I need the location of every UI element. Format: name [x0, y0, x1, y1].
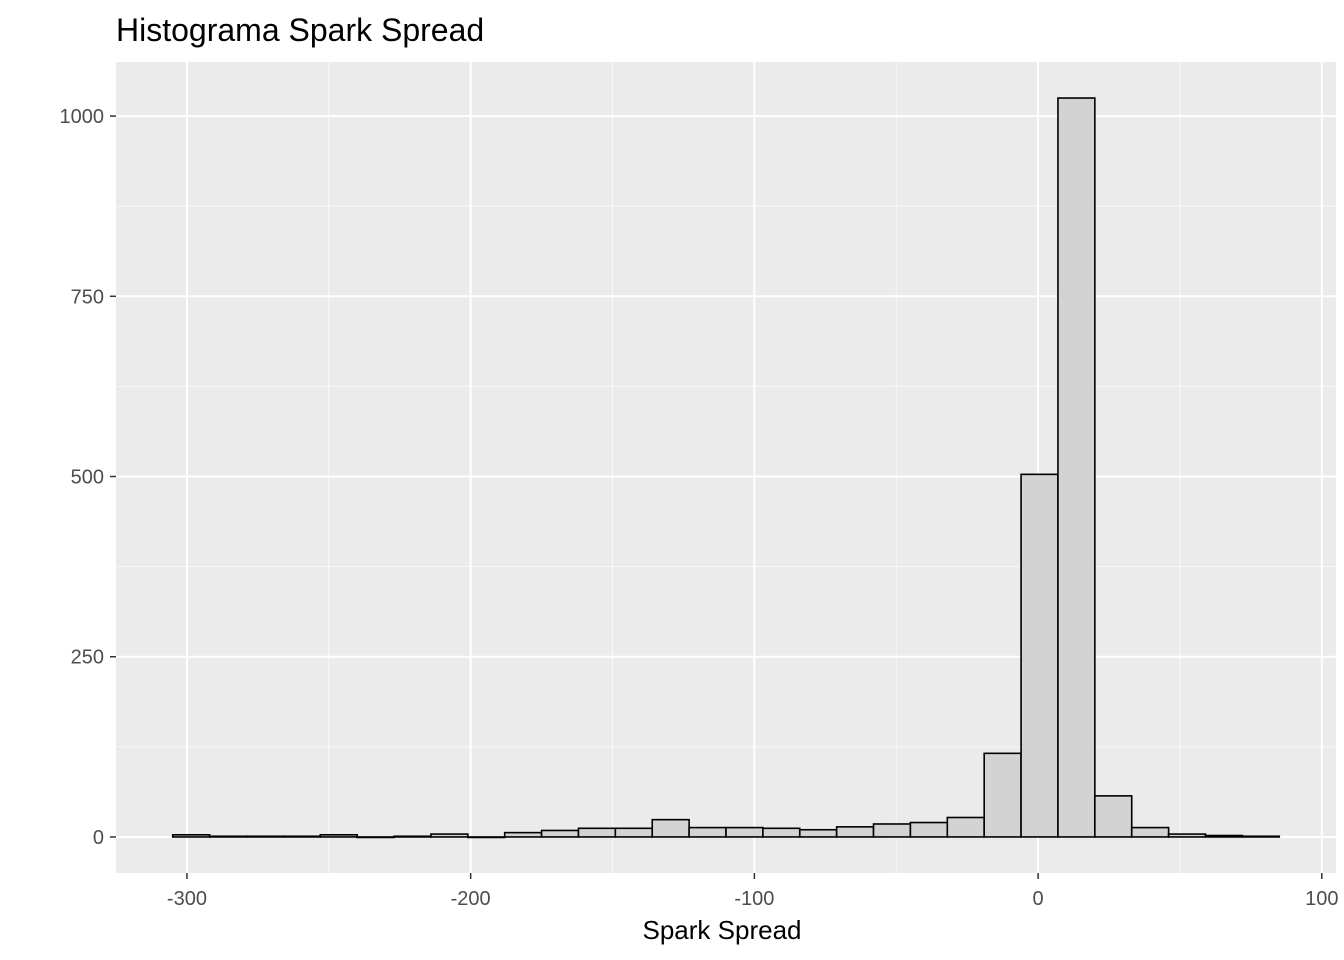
histogram-bar [983, 752, 1022, 838]
histogram-bar [909, 821, 949, 838]
histogram-bar [1167, 833, 1207, 838]
y-tick-label: 500 [71, 467, 104, 489]
x-tick-label: 100 [1305, 888, 1338, 910]
histogram-bar [651, 818, 690, 838]
x-tick-label: -300 [167, 888, 207, 910]
histogram-bar [503, 831, 543, 838]
x-axis: -300 -200 -100 0 100 [167, 873, 1339, 910]
x-tick-label: 0 [1033, 888, 1044, 910]
histogram-bars [171, 97, 1281, 839]
histogram-bar [1130, 826, 1170, 838]
histogram-bar [319, 833, 358, 838]
plot-panel [116, 62, 1336, 873]
y-axis: 0 250 500 750 1000 [60, 106, 116, 849]
histogram-bar [1241, 835, 1281, 838]
histogram-bar [725, 826, 764, 838]
histogram-bar [540, 829, 580, 838]
y-tick-label: 1000 [60, 106, 105, 128]
y-tick-label: 0 [93, 827, 104, 849]
histogram-bar [171, 833, 211, 838]
histogram-bar [577, 827, 617, 838]
histogram-bar [688, 826, 727, 838]
y-tick-label: 250 [71, 647, 104, 669]
histogram-bar [245, 835, 285, 838]
histogram-bar [1057, 97, 1096, 838]
histogram-bar [282, 835, 322, 838]
y-tick-label: 750 [71, 286, 104, 308]
histogram-bar [946, 816, 985, 838]
histogram-bar [356, 836, 395, 839]
histogram-bar [762, 827, 801, 838]
histogram-bar [1020, 473, 1059, 838]
histogram-bar [393, 835, 432, 838]
histogram-bar [467, 836, 506, 839]
histogram-bar [798, 828, 838, 838]
x-tick-label: -200 [451, 888, 491, 910]
histogram-bar [208, 835, 248, 838]
histogram-bar [430, 833, 469, 838]
histogram-bar [872, 823, 912, 838]
histogram-bar [1204, 834, 1244, 838]
histogram-bar [835, 826, 875, 838]
x-tick-label: -100 [734, 888, 774, 910]
x-axis-title: Spark Spread [643, 915, 802, 945]
panel-background [116, 62, 1336, 873]
histogram-bar [1094, 795, 1133, 838]
histogram-bar [614, 827, 654, 838]
chart-title: Histograma Spark Spread [116, 12, 484, 48]
